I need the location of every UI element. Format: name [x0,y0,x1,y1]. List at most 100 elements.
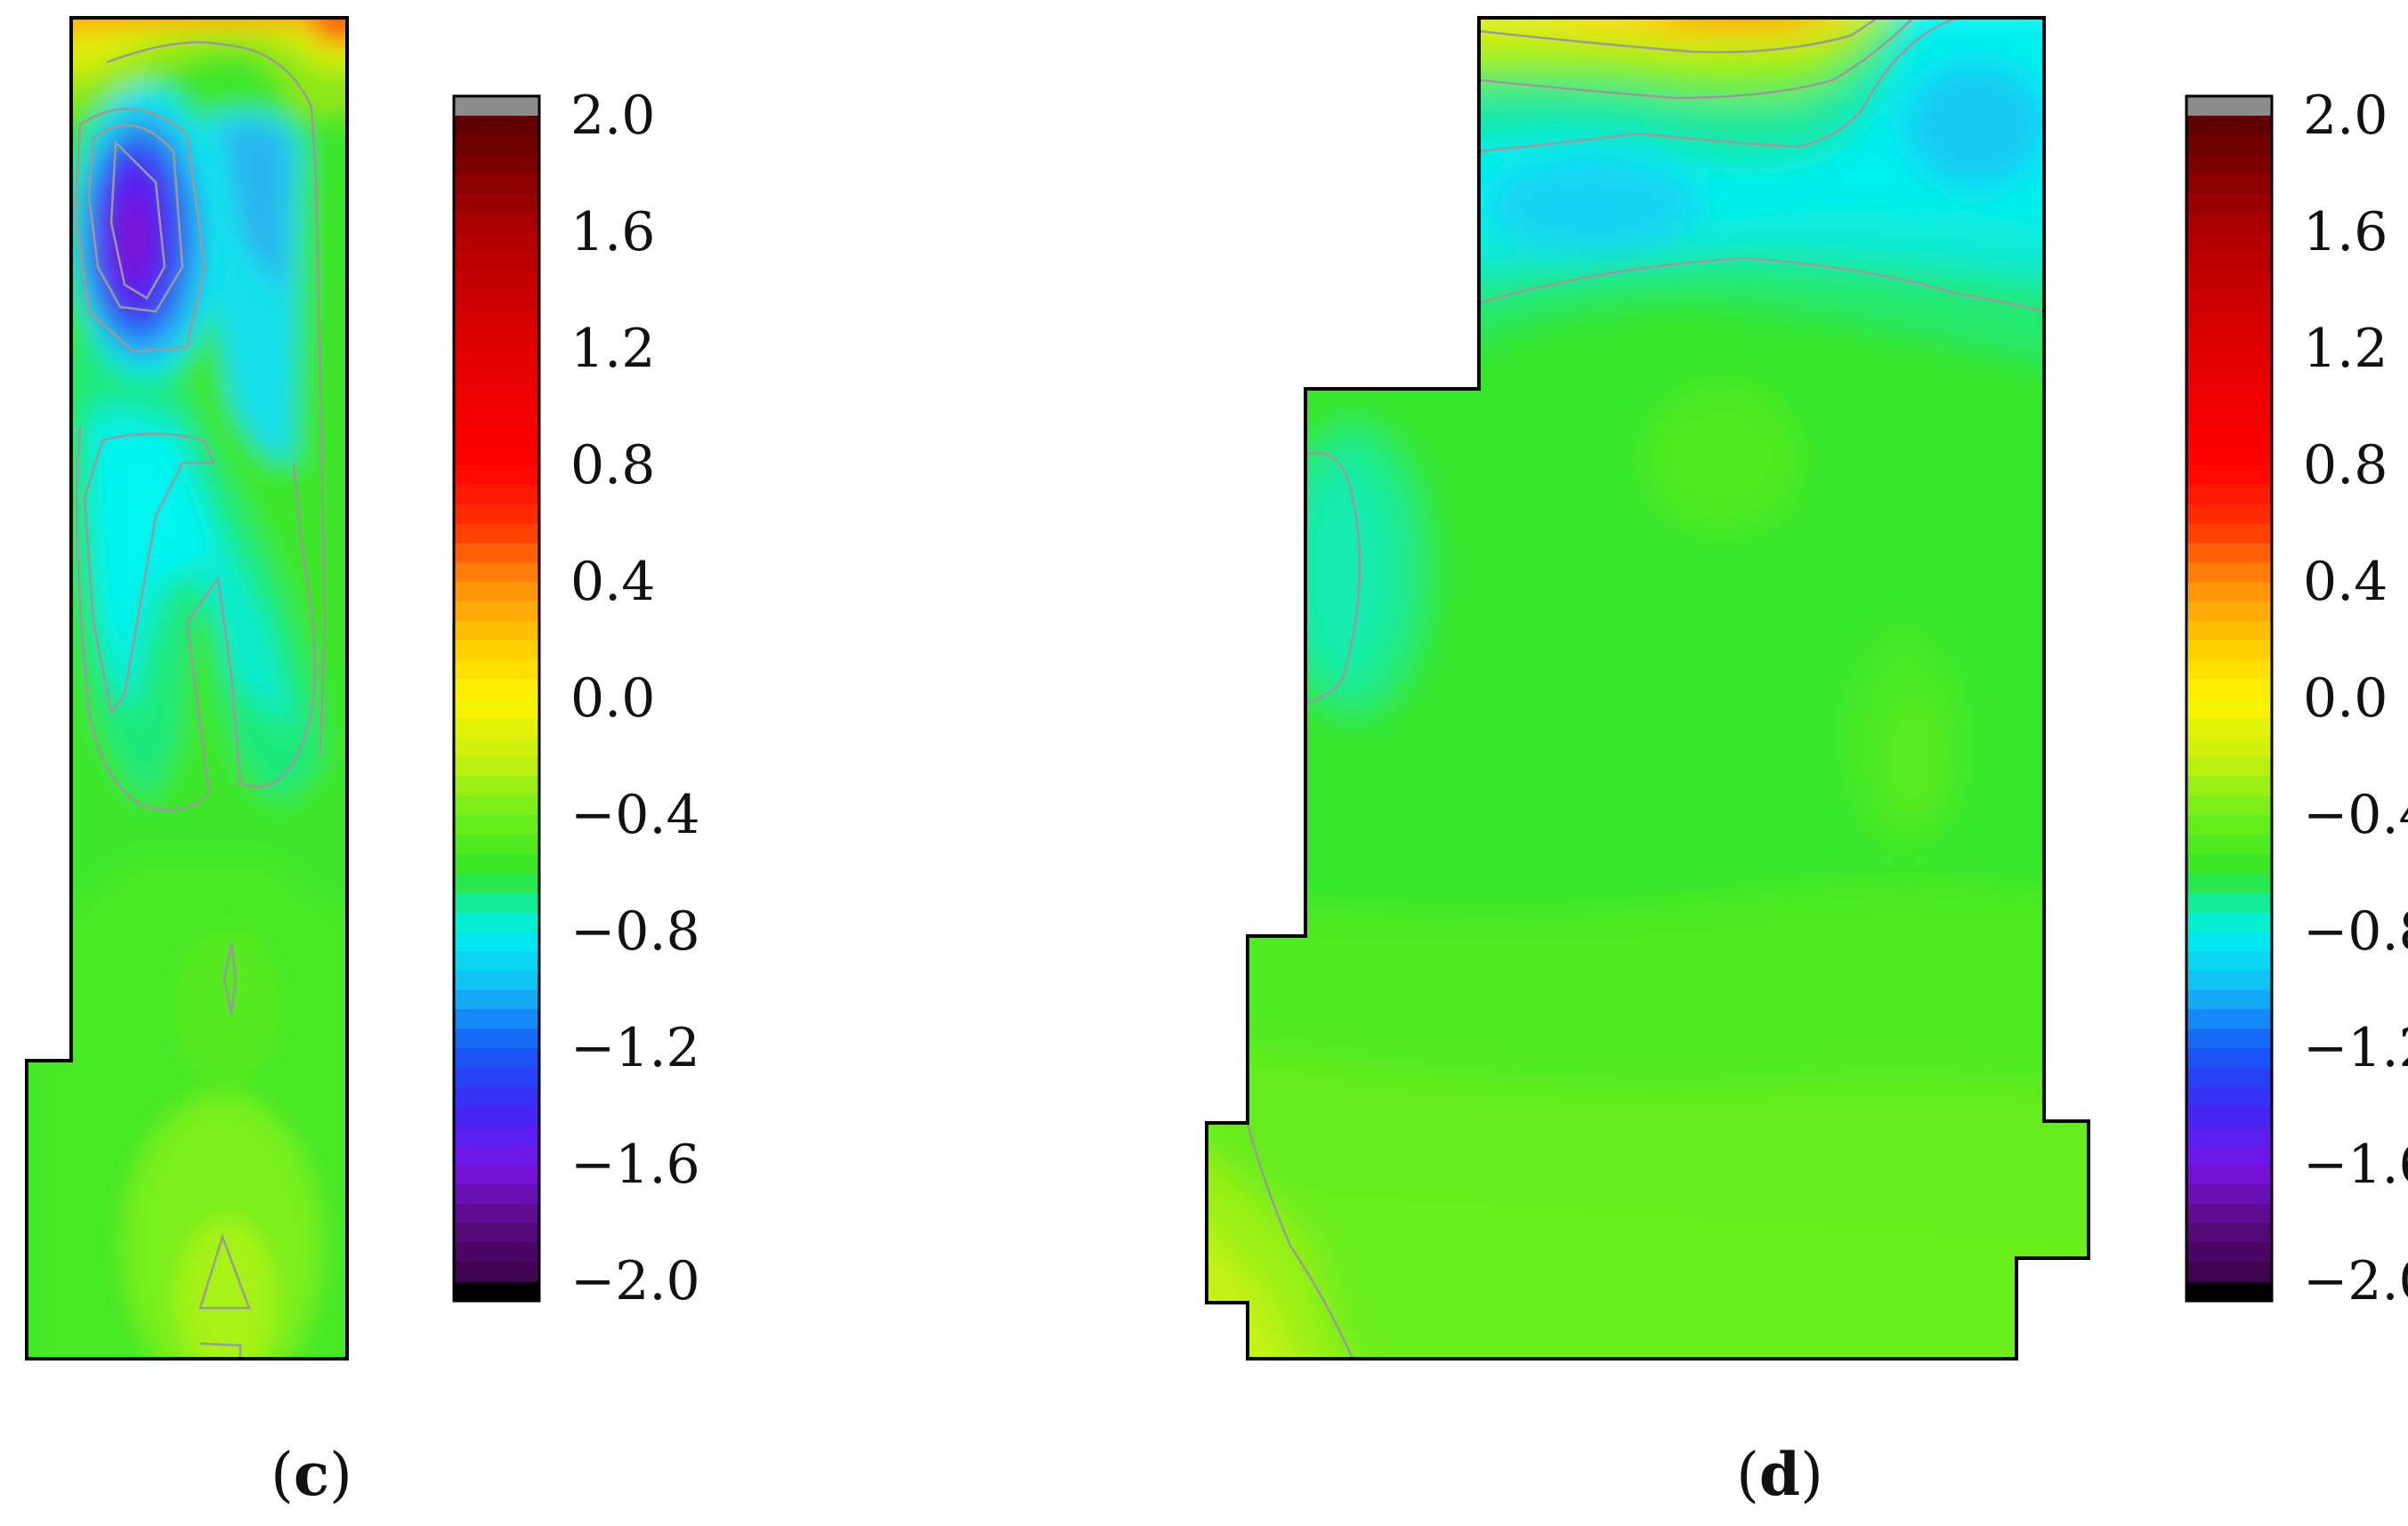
colorbar-swatch [454,620,539,642]
colorbar-swatch [454,1067,539,1088]
colorbar-swatch [454,1106,539,1127]
colorbar-swatch [2186,367,2272,389]
colorbar-swatch [2186,387,2272,408]
panel-label-d-letter: d [1759,1440,1800,1509]
colorbar-swatch [454,640,539,661]
colorbar-swatch [2186,892,2272,913]
colorbar-swatch [2186,290,2272,311]
colorbar-swatch [2186,679,2272,699]
colorbar-swatch [2186,620,2272,642]
colorbar-swatch [454,873,539,894]
colorbar-swatch [2186,232,2272,253]
colorbar-d: 2.0 1.6 1.2 0.8 0.4 0.0 −0.4 −0.8 −1.2 −1.6 −2.0 [2185,85,2408,1312]
colorbar-swatch [454,1086,539,1108]
colorbar-swatch [454,1048,539,1069]
colorbar-swatch [2186,1029,2272,1049]
colorbar-swatch [454,270,539,292]
colorbar-swatch [2186,154,2272,175]
colorbar-swatch [2186,310,2272,330]
colorbar-over-swatch [2186,96,2272,116]
colorbar-tick-label: −2.0 [570,1250,700,1312]
colorbar-swatch [454,134,539,156]
colorbar-swatch [454,1029,539,1049]
colorbar-tick-label: −2.0 [2303,1250,2408,1312]
colorbar-swatch [454,970,539,991]
colorbar-swatch [2186,523,2272,545]
colorbar-swatch [454,1262,539,1282]
colorbar-swatch [2186,213,2272,233]
colorbar-swatch [454,912,539,933]
colorbar-swatch [454,154,539,175]
colorbar-tick-label: −1.2 [2303,1017,2408,1079]
outline-c [25,16,349,1360]
colorbar-swatch [2186,776,2272,796]
colorbar-swatch [2186,484,2272,505]
colorbar-swatch [2186,407,2272,428]
colorbar-swatch [2186,853,2272,875]
colorbar-swatch [454,310,539,330]
colorbar-tick-label: −0.8 [570,900,700,963]
colorbar-tick-label: −0.4 [2303,784,2408,846]
colorbar-swatch [454,1126,539,1146]
colorbar-swatch [2186,134,2272,156]
colorbar-swatch [454,737,539,758]
colorbar-swatch [2186,912,2272,933]
colorbar-swatch [2186,465,2272,486]
colorbar-tick-label: 0.0 [570,667,655,730]
colorbar-swatch [2186,970,2272,991]
colorbar-swatch [454,523,539,545]
colorbar-swatch [454,1165,539,1185]
colorbar-swatch [2186,329,2272,350]
colorbar-swatch [454,717,539,739]
colorbar-swatch [2186,989,2272,1011]
colorbar-swatch [2186,1106,2272,1127]
colorbar-swatch [2186,1009,2272,1029]
colorbar-swatch [454,1203,539,1224]
colorbar-under-swatch [2186,1281,2272,1301]
colorbar-swatch [454,116,539,136]
colorbar-tick-label: 1.2 [2303,318,2388,380]
colorbar-swatch [2186,698,2272,719]
colorbar-swatch [454,562,539,583]
colorbar-swatch [454,367,539,389]
colorbar-swatch [2186,834,2272,855]
colorbar-swatch [2186,659,2272,680]
colorbar-swatch [454,1009,539,1029]
colorbar-swatch [454,329,539,350]
colorbar-swatch [2186,543,2272,563]
colorbar-tick-label: −0.8 [2303,900,2408,963]
colorbar-swatch [2186,1086,2272,1108]
colorbar-swatch [454,407,539,428]
colorbar-swatch [454,815,539,836]
colorbar-swatch [454,213,539,233]
colorbar-frame [452,94,541,1303]
colorbar-swatch [2186,1145,2272,1166]
panel-label-c: (c) [271,1440,352,1509]
colorbar-tick-label: 0.8 [570,434,655,497]
colorbar-swatch [454,349,539,369]
colorbar-swatch [454,251,539,272]
colorbar-swatch [454,659,539,680]
panel-label-c-letter: c [294,1440,329,1509]
colorbar-swatch [2186,756,2272,778]
colorbar-swatch [454,426,539,447]
colorbar-swatch [454,174,539,195]
colorbar-frame [2185,94,2274,1303]
colorbar-swatch [454,776,539,796]
colorbar-swatch [2186,1203,2272,1224]
panel-c [25,16,349,1360]
colorbar-tick-label: 1.2 [570,318,655,380]
colorbar-under-swatch [454,1281,539,1301]
colorbar-swatch [454,1183,539,1205]
colorbar-swatch [454,950,539,972]
panel-label-d: (d) [1736,1440,1823,1509]
colorbar-swatch [2186,873,2272,894]
colorbar-swatch [2186,1067,2272,1088]
colorbar-swatch [2186,1048,2272,1069]
colorbar-swatch [2186,737,2272,758]
colorbar-swatch [2186,795,2272,816]
colorbar-swatch [454,543,539,563]
colorbar-over-swatch [454,96,539,116]
colorbar-swatch [454,679,539,699]
colorbar-swatch [2186,932,2272,952]
